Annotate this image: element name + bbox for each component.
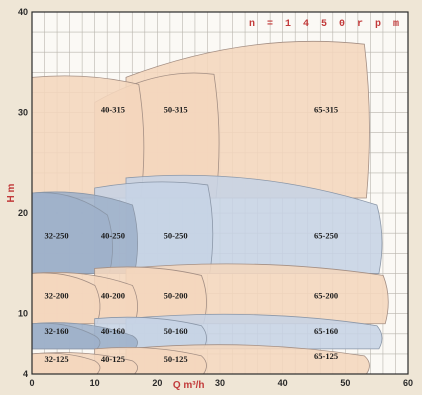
zone-label-50-160: 50-160 <box>164 326 188 336</box>
zone-labels: 65-315 50-315 40-315 65-250 50-250 40-250 32-2… <box>45 105 339 364</box>
x-tick-label: 50 <box>340 378 350 388</box>
zone-32-250 <box>31 192 113 274</box>
zone-32-125 <box>31 352 101 375</box>
zone-label-40-200: 40-200 <box>101 291 125 301</box>
y-tick-label: 4 <box>23 369 28 379</box>
zone-label-32-125: 32-125 <box>45 354 69 364</box>
zone-label-32-200: 32-200 <box>45 291 69 301</box>
y-tick-label: 30 <box>18 108 28 118</box>
x-tick-label: 10 <box>90 378 100 388</box>
y-tick-label: 20 <box>18 208 28 218</box>
x-tick-label: 0 <box>29 378 34 388</box>
speed-label: n = 1 4 5 0 r p m <box>249 19 402 30</box>
zone-label-40-315: 40-315 <box>101 105 125 115</box>
zone-label-65-160: 65-160 <box>314 326 338 336</box>
zone-label-50-125: 50-125 <box>164 354 188 364</box>
zone-label-65-200: 65-200 <box>314 291 338 301</box>
zone-label-32-250: 32-250 <box>45 230 69 240</box>
zone-label-40-250: 40-250 <box>101 230 125 240</box>
y-axis-title: H m <box>6 183 17 202</box>
zone-label-40-125: 40-125 <box>101 354 125 364</box>
zone-label-50-315: 50-315 <box>164 105 188 115</box>
zone-40-315 <box>31 75 145 199</box>
zone-label-65-250: 65-250 <box>314 230 338 240</box>
y-tick-label: 10 <box>18 309 28 319</box>
axes <box>31 11 409 375</box>
zone-label-50-200: 50-200 <box>164 291 188 301</box>
zone-label-50-250: 50-250 <box>164 230 188 240</box>
zone-label-65-315: 65-315 <box>314 105 338 115</box>
axis-frame <box>31 11 409 375</box>
zone-32-200 <box>31 272 101 325</box>
zone-32-160 <box>31 322 101 350</box>
x-tick-label: 40 <box>278 378 288 388</box>
zone-label-32-160: 32-160 <box>45 326 69 336</box>
x-tick-label: 30 <box>215 378 225 388</box>
zone-label-40-160: 40-160 <box>101 326 125 336</box>
x-tick-label: 60 <box>403 378 413 388</box>
x-axis-title: Q m³/h <box>173 380 205 391</box>
tick-labels: 0 10 20 30 40 50 60 4 10 20 30 40 <box>18 7 413 388</box>
zone-label-65-125: 65-125 <box>314 351 338 361</box>
y-tick-label: 40 <box>18 7 28 17</box>
performance-zones <box>31 40 389 375</box>
x-tick-label: 20 <box>152 378 162 388</box>
